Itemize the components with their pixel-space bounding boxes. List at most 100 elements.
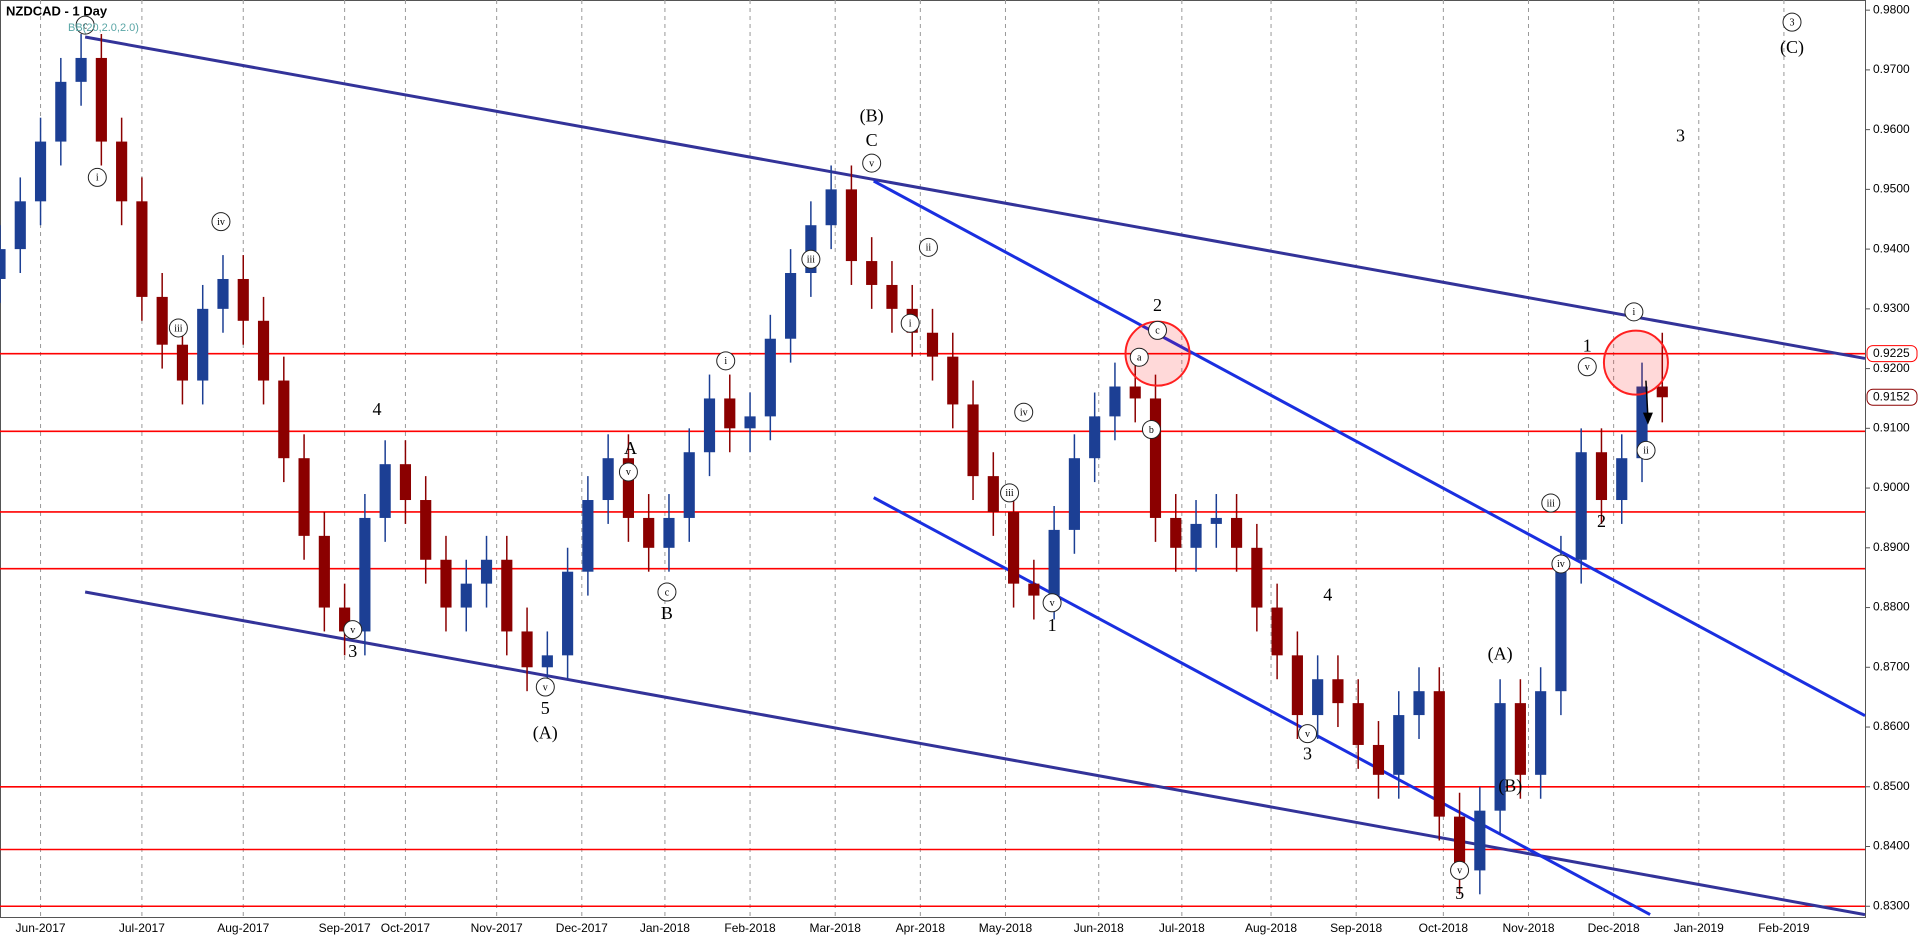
wave-label: B (661, 603, 673, 623)
candle-body (176, 344, 189, 381)
wave-label-circled: iv (1557, 559, 1565, 570)
trend-line (84, 590, 1866, 917)
wave-label-circled: v (543, 682, 548, 693)
wave-circle (168, 318, 188, 338)
candle-body (95, 57, 107, 142)
y-tick-label: 0.9100 (1873, 421, 1910, 435)
wave-circle (1577, 357, 1597, 377)
candle-body (1251, 547, 1263, 608)
y-tick-label: 0.9700 (1873, 62, 1910, 76)
candle-body (541, 655, 553, 668)
candle-body (764, 338, 776, 417)
arrow (1645, 380, 1649, 418)
candle-body (1575, 452, 1587, 560)
wave-circle (1551, 554, 1571, 574)
x-tick-label: Oct-2017 (381, 921, 431, 935)
candle-body (278, 380, 290, 459)
wave-label-circled: v (869, 158, 874, 169)
plot-frame (0, 0, 1866, 918)
highlight-circle (1602, 329, 1669, 396)
y-tick-label: 0.8500 (1873, 779, 1910, 793)
x-tick-label: Dec-2017 (556, 921, 608, 935)
candle-body (34, 141, 47, 202)
wave-label-circled: c (665, 587, 670, 598)
y-tick-label: 0.8800 (1873, 600, 1910, 614)
wave-circle (1636, 440, 1656, 460)
candle-body (1372, 744, 1385, 775)
wave-label-circled: v (1050, 598, 1055, 609)
y-tick-label: 0.9000 (1873, 480, 1910, 494)
wave-circle (1450, 860, 1470, 880)
x-tick-label: Jul-2017 (119, 921, 165, 935)
candle-body (582, 500, 594, 572)
candle-body (460, 583, 472, 608)
wave-circle (1624, 302, 1644, 322)
wave-label: 3 (1303, 744, 1312, 764)
candle-body (1453, 816, 1466, 871)
wave-label-circled: ii (926, 243, 932, 254)
y-tick-label: 0.8600 (1873, 719, 1910, 733)
x-tick-label: Dec-2018 (1588, 921, 1640, 935)
candle-body (967, 404, 979, 477)
candle-body (399, 464, 412, 501)
candle-body (257, 320, 270, 381)
x-tick-label: Nov-2017 (471, 921, 523, 935)
candle-body (1129, 386, 1141, 399)
candle-body (1028, 583, 1040, 596)
candle-body (1149, 398, 1162, 518)
x-tick-label: Apr-2018 (896, 921, 946, 935)
candle-body (1535, 691, 1547, 775)
candle-body (825, 189, 837, 226)
x-tick-label: Feb-2019 (1758, 921, 1810, 935)
wave-label-circled: b (1149, 425, 1154, 436)
x-tick-label: Mar-2018 (810, 921, 862, 935)
x-tick-label: Jun-2018 (1074, 921, 1124, 935)
price-label: 0.9152 (1873, 389, 1910, 403)
candle-body (1352, 703, 1364, 745)
wave-circle (862, 153, 882, 173)
candle-body (1616, 458, 1628, 501)
candle-body (136, 201, 148, 297)
wave-circle (918, 237, 938, 257)
trend-line (84, 35, 1866, 360)
candle-body (1291, 655, 1303, 716)
candle-body (420, 500, 432, 560)
candle-body (116, 141, 128, 202)
x-tick-label: Jun-2017 (16, 921, 66, 935)
wave-label-circled: iii (174, 323, 183, 334)
candle-body (1210, 517, 1222, 524)
candle-body (1008, 511, 1020, 584)
wave-circle (1148, 320, 1168, 340)
x-tick-label: Sep-2018 (1330, 921, 1382, 935)
x-tick-label: Jan-2019 (1674, 921, 1724, 935)
x-tick-label: Nov-2018 (1502, 921, 1554, 935)
x-tick-label: Aug-2017 (217, 921, 269, 935)
y-tick-label: 0.8300 (1873, 898, 1910, 912)
price-label: 0.9225 (1873, 346, 1910, 360)
wave-circle (801, 249, 821, 269)
candle-body (562, 571, 574, 656)
x-tick-label: Jan-2018 (640, 921, 690, 935)
chart-title: NZDCAD - 1 Day (6, 3, 108, 18)
candle-body (55, 81, 67, 142)
wave-circle (1129, 347, 1149, 367)
wave-circle (75, 15, 95, 35)
wave-label: 1 (1583, 336, 1592, 356)
wave-label: A (624, 438, 637, 458)
candle-body (379, 464, 391, 518)
wave-label-circled: iv (217, 217, 225, 228)
candle-body (1170, 517, 1182, 548)
x-tick-label: Jul-2018 (1159, 921, 1205, 935)
candle-body (1514, 703, 1526, 775)
wave-label: 4 (373, 399, 382, 419)
candle-body (987, 476, 999, 512)
candle-body (0, 249, 6, 279)
wave-circle (535, 677, 555, 697)
candle-body (1555, 559, 1567, 692)
y-tick-label: 0.8900 (1873, 540, 1910, 554)
wave-label-circled: ii (1643, 446, 1649, 457)
candle-body (1393, 715, 1405, 775)
candle-body (1413, 691, 1425, 716)
candle-body (1494, 703, 1506, 811)
